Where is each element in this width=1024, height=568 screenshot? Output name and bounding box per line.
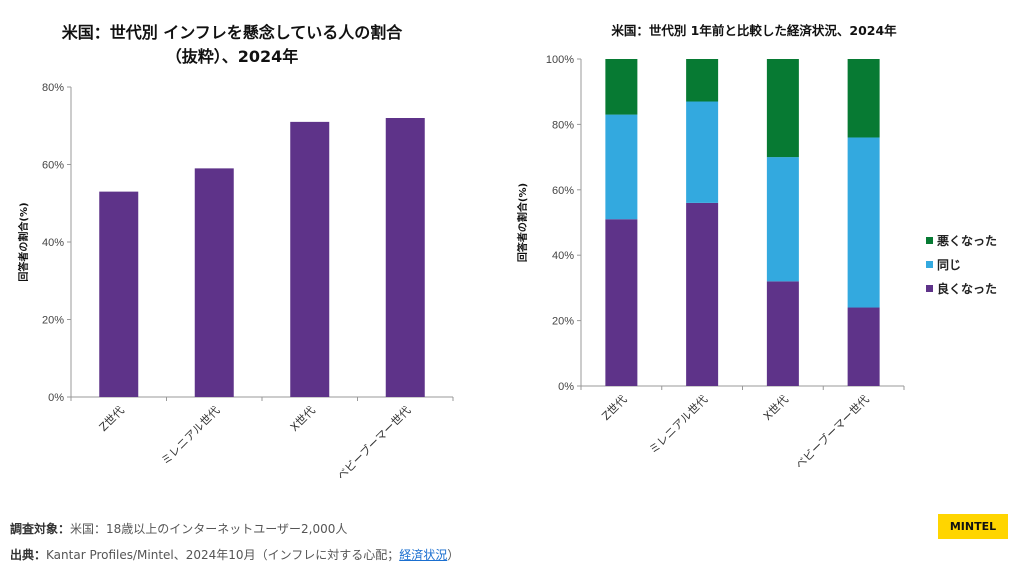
chart1-bar <box>290 121 330 397</box>
chart2-bar-segment <box>847 137 880 308</box>
chart1-y-tick-label: 40% <box>42 237 64 249</box>
legend-swatch <box>926 285 933 292</box>
chart1-y-tick-label: 80% <box>42 82 64 94</box>
chart1-bar <box>385 118 425 397</box>
chart2-bar-segment <box>605 219 638 386</box>
source-end: ） <box>447 548 460 562</box>
chart1-x-tick-label: ミレニアル世代 <box>159 404 223 468</box>
legend-label: 良くなった <box>937 281 997 296</box>
chart1-y-axis-title: 回答者の割合(%) <box>17 202 30 281</box>
chart2-x-tick-label: ミレニアル世代 <box>647 393 711 457</box>
chart2-bar-segment <box>847 59 880 138</box>
source-note: 出典：Kantar Profiles/Mintel、2024年10月（インフレに… <box>10 546 459 563</box>
chart2-y-axis-title: 回答者の割合(%) <box>516 183 529 262</box>
chart2-bar-segment <box>605 59 638 115</box>
legend-label: 同じ <box>937 258 961 272</box>
chart2-bar-segment <box>605 114 638 220</box>
chart2-x-tick-label: Z世代 <box>599 393 629 423</box>
chart2-y-tick-label: 80% <box>552 119 574 131</box>
chart2-x-tick-label: X世代 <box>761 393 791 423</box>
chart2-y-tick-label: 60% <box>552 185 574 197</box>
chart2-title: 米国：世代別 1年前と比較した経済状況、2024年 <box>610 23 897 38</box>
chart1-y-tick-label: 20% <box>42 315 64 327</box>
source-text: Kantar Profiles/Mintel、2024年10月（インフレに対する… <box>46 548 400 562</box>
chart1-y-tick-label: 60% <box>42 160 64 172</box>
chart2-y-tick-label: 100% <box>546 54 574 66</box>
chart1-x-tick-label: ベビーブーマー世代 <box>334 403 413 482</box>
chart1-bar <box>99 191 139 397</box>
survey-target: 調査対象：米国：18歳以上のインターネットユーザー2,000人 <box>10 520 347 537</box>
legend-swatch <box>926 237 933 244</box>
chart1-x-tick-label: Z世代 <box>97 404 127 434</box>
survey-target-label: 調査対象： <box>10 522 71 536</box>
chart2-bar-segment <box>686 202 719 386</box>
chart1-title-line1: 米国：世代別 インフレを懸念している人の割合 <box>62 23 404 42</box>
legend-label: 悪くなった <box>937 234 997 248</box>
chart1-bar <box>194 168 234 397</box>
survey-target-text: 米国：18歳以上のインターネットユーザー2,000人 <box>70 522 348 536</box>
legend-swatch <box>926 261 933 268</box>
chart2-y-tick-label: 0% <box>558 381 574 393</box>
chart2-bar-segment <box>686 59 719 102</box>
chart2-bar-segment <box>766 157 799 282</box>
source-link[interactable]: 経済状況 <box>399 548 448 562</box>
chart2-bar-segment <box>766 281 799 386</box>
chart1-title-line2: （抜粋）、2024年 <box>166 47 299 66</box>
chart2-bar-segment <box>686 101 719 203</box>
chart2-bar-segment <box>766 59 799 158</box>
source-label: 出典： <box>10 548 47 562</box>
chart2-y-tick-label: 20% <box>552 316 574 328</box>
chart2-y-tick-label: 40% <box>552 250 574 262</box>
chart2-x-tick-label: ベビーブーマー世代 <box>792 392 871 471</box>
chart1-x-tick-label: X世代 <box>288 404 318 434</box>
mintel-logo: MINTEL <box>938 514 1008 539</box>
chart1-y-tick-label: 0% <box>48 392 64 404</box>
chart2-bar-segment <box>847 307 880 386</box>
